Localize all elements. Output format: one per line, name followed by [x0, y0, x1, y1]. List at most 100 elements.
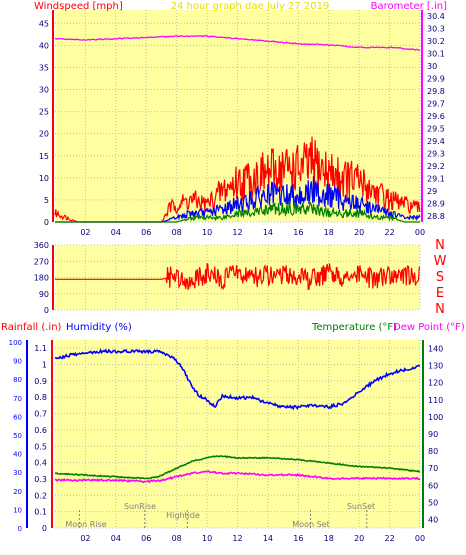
x-tick-label: 10 — [202, 534, 212, 543]
hightide-label: Hightide — [166, 511, 200, 520]
y-tick-label-rain: 0 — [42, 524, 47, 533]
y-tick-label-humidity: 90 — [13, 358, 22, 366]
dewpoint-axis-title: Dew Point (°F) — [393, 322, 465, 333]
y-tick-label-barometer: 29.3 — [427, 149, 445, 158]
compass-label: W — [434, 254, 447, 269]
y-tick-label-barometer: 30.3 — [427, 25, 445, 34]
y-tick-label-direction: 180 — [34, 274, 49, 283]
y-tick-label-rain: 0.8 — [34, 393, 47, 402]
y-tick-label-wind: 15 — [39, 152, 49, 161]
y-tick-label-direction: 0 — [44, 306, 49, 315]
y-tick-label-barometer: 30.1 — [427, 50, 445, 59]
x-tick-label: 18 — [324, 228, 334, 237]
y-tick-label-temperature: 110 — [428, 396, 443, 405]
wind-direction-line — [55, 262, 421, 291]
x-tick-label: 12 — [232, 228, 242, 237]
y-tick-label-barometer: 29.5 — [427, 124, 445, 133]
y-tick-label-rain: 0.6 — [34, 426, 47, 435]
chart-title: 24 hour graph dae July 27 2019 — [171, 1, 330, 12]
x-tick-label: 02 — [80, 228, 90, 237]
y-tick-label-rain: 0.9 — [34, 377, 47, 386]
y-tick-label-barometer: 29.6 — [427, 112, 445, 121]
y-tick-label-rain: 1.1 — [34, 344, 47, 353]
windspeed-axis-title: Windspeed [mph] — [34, 1, 123, 12]
y-tick-label-direction: 90 — [39, 290, 49, 299]
y-tick-label-barometer: 28.8 — [427, 212, 445, 221]
y-tick-label-rain: 0.4 — [34, 459, 47, 468]
y-tick-label-wind: 35 — [39, 63, 49, 72]
y-tick-label-temperature: 90 — [428, 430, 438, 439]
y-tick-label-rain: 1 — [42, 361, 47, 370]
y-tick-label-humidity: 70 — [13, 395, 22, 403]
y-tick-label-rain: 0.1 — [34, 508, 47, 517]
y-tick-label-wind: 30 — [39, 86, 49, 95]
temperature-axis-title: Temperature (°F) — [311, 322, 397, 333]
y-tick-label-humidity: 80 — [13, 376, 22, 384]
x-tick-label: 10 — [202, 228, 212, 237]
x-tick-label: 20 — [354, 534, 364, 543]
y-tick-label-wind: 25 — [39, 108, 49, 117]
x-tick-label: 16 — [293, 228, 303, 237]
x-tick-label: 06 — [141, 228, 151, 237]
y-tick-label-wind: 5 — [44, 196, 49, 205]
y-tick-label-barometer: 28.9 — [427, 199, 445, 208]
x-tick-label: 14 — [263, 534, 273, 543]
y-tick-label-wind: 20 — [39, 130, 49, 139]
x-tick-label: 08 — [172, 228, 182, 237]
x-tick-label: 22 — [384, 534, 394, 543]
x-tick-label: 18 — [324, 534, 334, 543]
y-tick-label-temperature: 50 — [428, 498, 438, 507]
x-tick-label: 04 — [111, 228, 121, 237]
x-tick-label: 02 — [80, 534, 90, 543]
y-tick-label-rain: 0.7 — [34, 410, 47, 419]
compass-label: N — [435, 302, 445, 317]
y-tick-label-temperature: 40 — [428, 515, 438, 524]
rainfall-axis-title: Rainfall (.in) — [1, 322, 62, 333]
y-tick-label-humidity: 50 — [13, 432, 22, 440]
wind-series-line — [55, 201, 420, 223]
x-tick-label: 20 — [354, 228, 364, 237]
y-tick-label-wind: 0 — [44, 218, 49, 227]
x-tick-label: 00 — [415, 228, 425, 237]
y-tick-label-temperature: 140 — [428, 345, 443, 354]
y-tick-label-humidity: 30 — [13, 469, 22, 477]
barometer-axis-title: Barometer [.in] — [371, 1, 447, 12]
sunset-label: SunSet — [347, 502, 375, 511]
y-tick-label-direction: 360 — [34, 241, 49, 250]
y-tick-label-temperature: 130 — [428, 362, 443, 371]
y-tick-label-wind: 10 — [39, 174, 49, 183]
x-tick-label: 00 — [415, 534, 425, 543]
y-tick-label-rain: 0.2 — [34, 491, 47, 500]
dewpoint-series-line — [54, 470, 421, 484]
y-tick-label-barometer: 29 — [427, 187, 437, 196]
barometer-series-line — [54, 35, 421, 52]
y-tick-label-humidity: 60 — [13, 413, 22, 421]
y-tick-label-rain: 0.5 — [34, 442, 47, 451]
y-tick-label-temperature: 60 — [428, 481, 438, 490]
y-tick-label-barometer: 30 — [427, 62, 437, 71]
temperature-series-line — [54, 455, 421, 480]
y-tick-label-direction: 270 — [34, 257, 49, 266]
y-tick-label-barometer: 30.2 — [427, 37, 445, 46]
moon-rise-label: Moon Rise — [65, 520, 106, 529]
x-tick-label: 08 — [172, 534, 182, 543]
y-tick-label-barometer: 29.7 — [427, 100, 445, 109]
y-tick-label-humidity: 100 — [9, 339, 22, 347]
x-tick-label: 04 — [111, 534, 121, 543]
y-tick-label-humidity: 10 — [13, 506, 22, 514]
y-tick-label-rain: 0.3 — [34, 475, 47, 484]
y-tick-label-barometer: 29.1 — [427, 174, 445, 183]
x-tick-label: 22 — [384, 228, 394, 237]
x-tick-label: 12 — [232, 534, 242, 543]
y-tick-label-wind: 40 — [39, 41, 49, 50]
compass-label: E — [436, 286, 444, 301]
x-tick-label: 06 — [141, 534, 151, 543]
y-tick-label-barometer: 29.9 — [427, 75, 445, 84]
compass-label: N — [435, 238, 445, 253]
x-tick-label: 14 — [263, 228, 273, 237]
compass-label: S — [436, 270, 444, 285]
y-tick-label-barometer: 29.4 — [427, 137, 445, 146]
moon-set-label: Moon Set — [292, 520, 329, 529]
